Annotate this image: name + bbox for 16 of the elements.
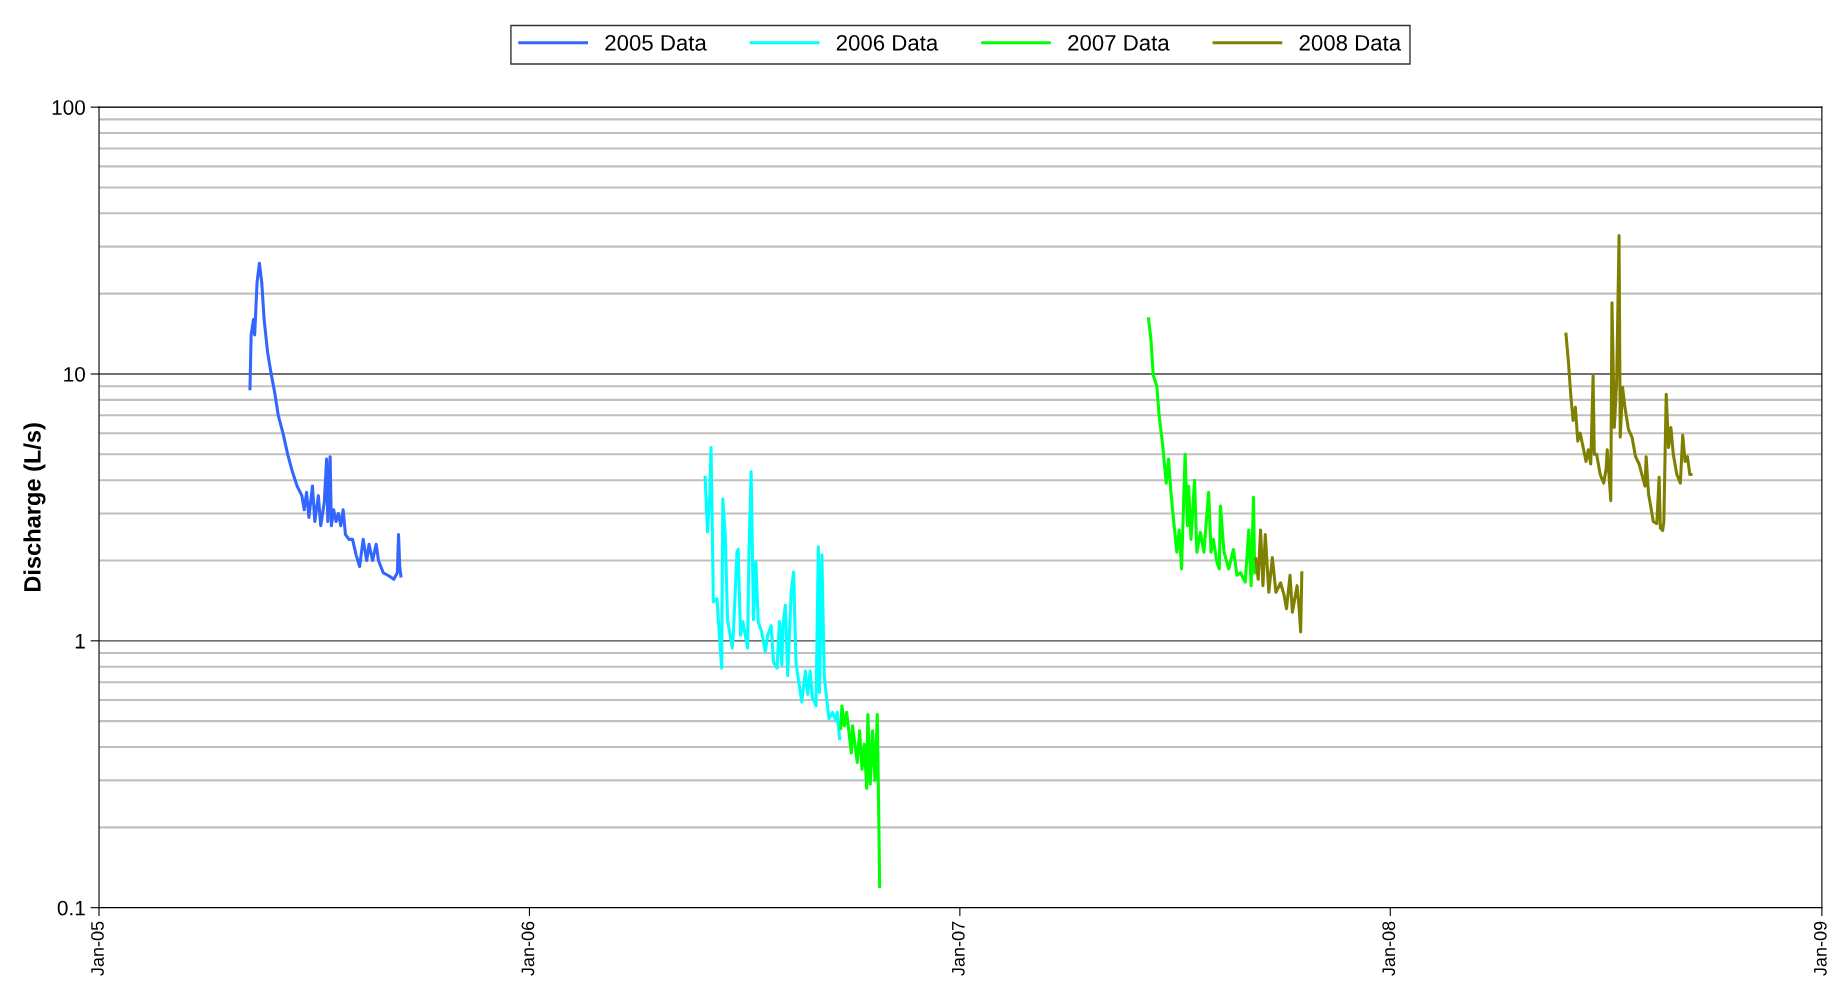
y-axis-title: Discharge (L/s) bbox=[23, 423, 46, 592]
legend-label: 2008 Data bbox=[1299, 34, 1402, 51]
y-tick-label: 10 bbox=[64, 366, 86, 382]
line-series bbox=[248, 261, 403, 581]
x-tick-label: Jan-09 bbox=[1813, 921, 1827, 976]
line-series bbox=[703, 446, 842, 741]
x-tick-label: Jan-07 bbox=[951, 921, 965, 976]
legend-label: 2007 Data bbox=[1068, 34, 1170, 51]
x-tick-label: Jan-06 bbox=[521, 921, 535, 976]
y-tick-label: 0.1 bbox=[57, 900, 85, 916]
legend-label: 2005 Data bbox=[605, 34, 707, 51]
legend-label: 2006 Data bbox=[836, 34, 939, 51]
y-tick-label: 1 bbox=[75, 634, 85, 649]
x-tick-label: Jan-05 bbox=[91, 921, 104, 976]
x-tick-label: Jan-08 bbox=[1382, 921, 1396, 976]
y-tick-label: 100 bbox=[52, 100, 86, 115]
